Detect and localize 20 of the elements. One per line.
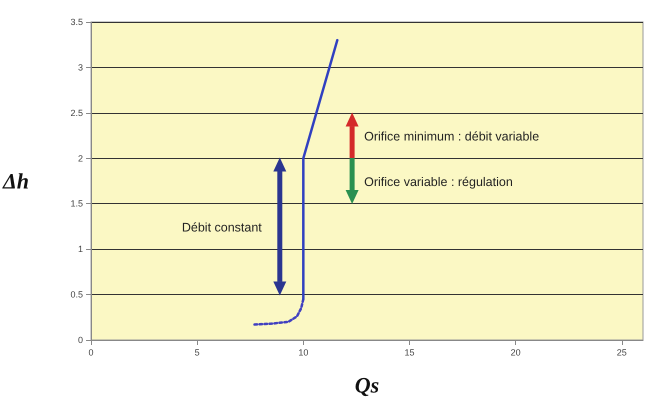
y-tick-label: 1 — [78, 244, 84, 254]
x-tick-label: 0 — [88, 348, 94, 358]
y-tick-label: 1.5 — [70, 198, 84, 209]
y-tick-label: 2.5 — [70, 108, 84, 118]
x-tick-label: 25 — [616, 348, 627, 358]
annotation: Orifice minimum : débit variable — [364, 130, 540, 144]
annotation: Orifice variable : régulation — [364, 175, 513, 189]
y-tick-label: 3 — [78, 62, 84, 72]
x-tick-label: 20 — [510, 348, 521, 358]
x-tick-label: 5 — [194, 348, 200, 358]
annotation: Débit constant — [182, 220, 262, 234]
x-axis-title: Qs — [354, 372, 380, 398]
x-tick-label: 10 — [298, 348, 308, 358]
y-tick-label: 2 — [78, 153, 84, 164]
line-series — [253, 298, 305, 326]
y-tick-label: 3.5 — [70, 17, 84, 27]
y-tick-label: 0.5 — [70, 290, 84, 300]
y-axis-title: Δh — [2, 168, 30, 194]
y-tick-label: 0 — [78, 335, 84, 345]
x-tick-label: 15 — [404, 348, 414, 358]
